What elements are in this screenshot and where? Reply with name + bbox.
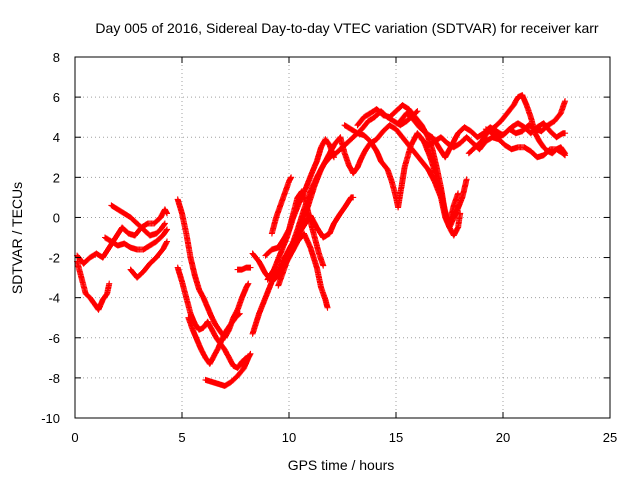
axis-ticks	[74, 56, 611, 419]
y-tick-label: -8	[48, 371, 60, 386]
data-points	[74, 92, 569, 389]
chart-title: Day 005 of 2016, Sidereal Day-to-day VTE…	[95, 20, 598, 36]
y-axis-label: SDTVAR / TECUs	[9, 182, 25, 294]
x-tick-label: 15	[389, 430, 403, 445]
x-tick-label: 20	[496, 430, 510, 445]
y-tick-label: -6	[48, 331, 60, 346]
x-axis-label: GPS time / hours	[288, 457, 395, 473]
y-tick-label: 2	[53, 170, 60, 185]
x-tick-label: 10	[282, 430, 296, 445]
y-tick-label: -4	[48, 291, 60, 306]
sdtvar-markers	[74, 92, 569, 389]
x-tick-label: 25	[603, 430, 617, 445]
tick-labels: 0 5 10 15 20 25 -10 -8 -6 -4 -2 0 2 4 6 8	[41, 50, 617, 445]
y-tick-label: -10	[41, 411, 60, 426]
y-tick-label: 4	[53, 130, 60, 145]
plot-frame	[74, 56, 611, 419]
y-tick-label: 8	[53, 50, 60, 65]
y-tick-label: 6	[53, 90, 60, 105]
y-tick-label: 0	[53, 210, 60, 225]
x-tick-label: 0	[71, 430, 78, 445]
y-tick-label: -2	[48, 251, 60, 266]
x-tick-label: 5	[178, 430, 185, 445]
